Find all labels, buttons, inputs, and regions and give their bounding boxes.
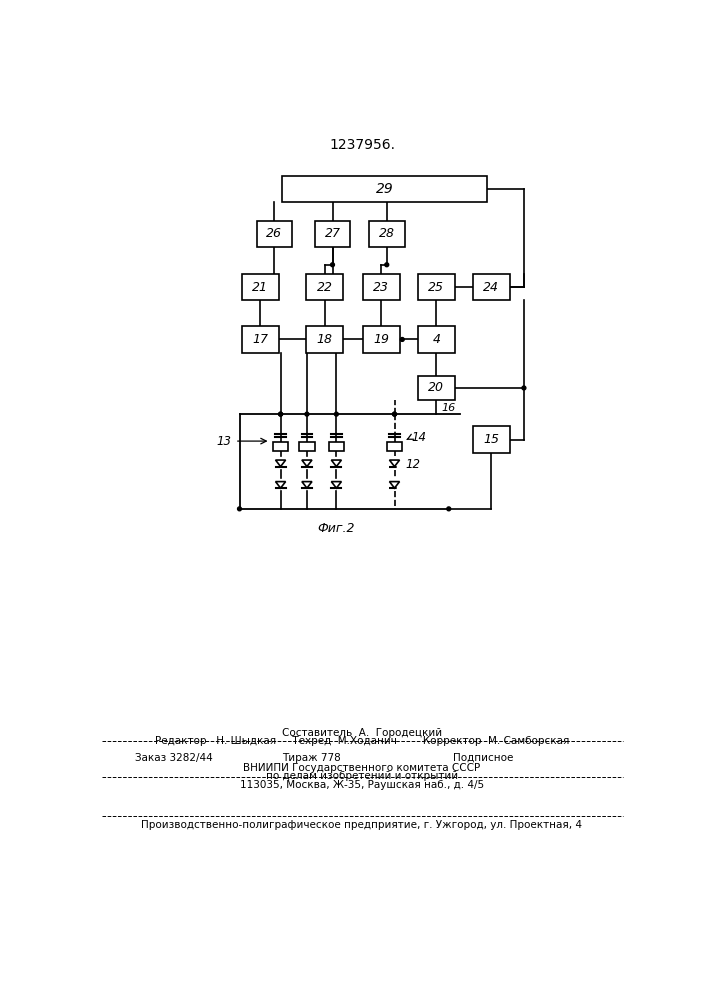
Bar [418,274,455,300]
Polygon shape [276,482,286,488]
Bar [306,274,344,300]
Text: Производственно-полиграфическое предприятие, г. Ужгород, ул. Проектная, 4: Производственно-полиграфическое предприя… [141,820,583,830]
Text: по делам изобретений и открытий: по делам изобретений и открытий [266,771,458,781]
Text: Подписное: Подписное [452,753,513,763]
Bar [387,442,402,451]
Text: Редактор   Н. Шыдкая     Техред  М.Ходанич        Корректор  М. Самборская: Редактор Н. Шыдкая Техред М.Ходанич Корр… [155,736,569,746]
Bar [242,274,279,300]
Bar [242,326,279,353]
Text: 29: 29 [375,182,393,196]
Text: 16: 16 [441,403,455,413]
Text: 17: 17 [252,333,269,346]
Circle shape [238,507,241,511]
Text: 113035, Москва, Ж-35, Раушская наб., д. 4/5: 113035, Москва, Ж-35, Раушская наб., д. … [240,780,484,790]
Polygon shape [302,460,312,467]
Text: Фиг.2: Фиг.2 [317,522,355,535]
Circle shape [400,338,404,341]
Circle shape [331,263,334,267]
Bar [257,221,292,247]
Text: 19: 19 [373,333,390,346]
Bar [299,442,315,451]
Bar [273,442,288,451]
Text: 1237956.: 1237956. [329,138,395,152]
Text: 26: 26 [267,227,282,240]
Bar [315,221,351,247]
Text: 12: 12 [405,458,421,471]
Bar [418,376,455,400]
Bar [363,326,400,353]
Text: 20: 20 [428,381,445,394]
Bar [369,221,404,247]
Polygon shape [276,460,286,467]
Text: 23: 23 [373,281,390,294]
Polygon shape [332,482,341,488]
Circle shape [385,263,389,267]
Bar [473,426,510,453]
Bar [418,326,455,353]
Text: 28: 28 [379,227,395,240]
Text: 15: 15 [484,433,499,446]
Text: 21: 21 [252,281,269,294]
Text: Составитель  А.  Городецкий: Составитель А. Городецкий [282,728,442,738]
Bar [306,326,344,353]
Circle shape [279,412,283,416]
Text: ВНИИПИ Государственного комитета СССР: ВНИИПИ Государственного комитета СССР [243,763,481,773]
Circle shape [305,412,309,416]
Bar [329,442,344,451]
Circle shape [392,412,397,416]
Text: 27: 27 [325,227,341,240]
Text: 18: 18 [317,333,333,346]
Text: 4: 4 [433,333,440,346]
Text: 24: 24 [484,281,499,294]
Circle shape [392,412,397,416]
Circle shape [334,412,339,416]
Bar [473,274,510,300]
Bar [363,274,400,300]
Text: 25: 25 [428,281,445,294]
Text: 13: 13 [217,435,232,448]
Polygon shape [302,482,312,488]
Text: 22: 22 [317,281,333,294]
Bar [281,176,487,202]
Text: 14: 14 [411,431,426,444]
Polygon shape [390,482,399,488]
Circle shape [447,507,450,511]
Text: Заказ 3282/44: Заказ 3282/44 [135,753,213,763]
Polygon shape [390,460,399,467]
Text: Тираж 778: Тираж 778 [282,753,341,763]
Circle shape [279,412,283,416]
Polygon shape [332,460,341,467]
Circle shape [522,386,526,390]
